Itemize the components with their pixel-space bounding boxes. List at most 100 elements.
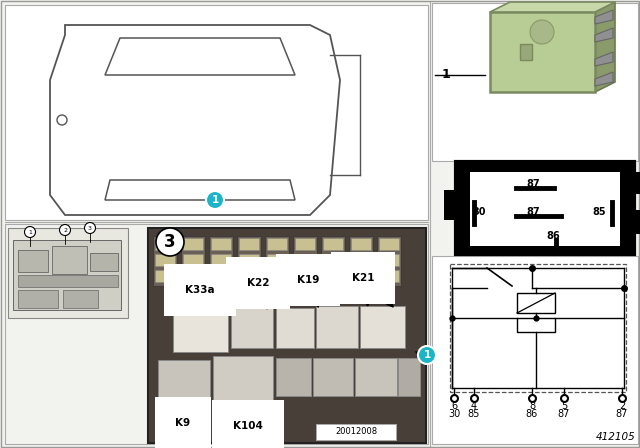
- Bar: [450, 264, 626, 392]
- Text: 85: 85: [592, 207, 605, 217]
- Bar: [5, 224, 428, 444]
- Bar: [321, 236, 345, 286]
- Text: 1: 1: [424, 350, 431, 360]
- Polygon shape: [595, 28, 613, 42]
- Text: 1: 1: [442, 69, 451, 82]
- Bar: [155, 238, 175, 250]
- Bar: [213, 356, 273, 412]
- Bar: [13, 240, 121, 310]
- Bar: [517, 318, 555, 332]
- Polygon shape: [105, 180, 295, 200]
- Circle shape: [60, 224, 70, 236]
- Polygon shape: [595, 72, 613, 86]
- Bar: [5, 5, 428, 220]
- Text: K104: K104: [233, 421, 263, 431]
- Bar: [181, 236, 205, 286]
- Text: 3: 3: [88, 225, 92, 231]
- Text: 412105: 412105: [596, 432, 636, 442]
- Bar: [379, 254, 399, 266]
- Text: 5: 5: [561, 401, 567, 411]
- Circle shape: [530, 20, 554, 44]
- Text: K33a: K33a: [185, 285, 215, 295]
- Circle shape: [57, 115, 67, 125]
- Bar: [379, 238, 399, 250]
- Bar: [265, 236, 289, 286]
- Polygon shape: [595, 2, 615, 92]
- Bar: [456, 162, 634, 254]
- Bar: [295, 254, 315, 266]
- Bar: [444, 190, 458, 220]
- Bar: [183, 254, 203, 266]
- Bar: [173, 300, 228, 352]
- Text: 6: 6: [451, 401, 457, 411]
- Bar: [470, 172, 620, 246]
- Bar: [316, 306, 358, 348]
- Bar: [355, 358, 397, 396]
- Text: 4: 4: [471, 401, 477, 411]
- Text: 8: 8: [529, 401, 535, 411]
- Bar: [295, 270, 315, 282]
- Bar: [148, 228, 426, 443]
- Bar: [158, 360, 210, 412]
- Circle shape: [206, 191, 224, 209]
- Text: 1: 1: [211, 195, 219, 205]
- Bar: [155, 270, 175, 282]
- Bar: [293, 236, 317, 286]
- Bar: [432, 3, 638, 161]
- Text: 86: 86: [546, 231, 559, 241]
- Bar: [349, 236, 373, 286]
- Bar: [276, 358, 311, 396]
- Bar: [267, 238, 287, 250]
- Text: 85: 85: [468, 409, 480, 419]
- Bar: [209, 236, 233, 286]
- Text: 86: 86: [526, 409, 538, 419]
- Bar: [211, 238, 231, 250]
- Bar: [18, 290, 58, 308]
- Bar: [398, 358, 420, 396]
- Bar: [360, 306, 405, 348]
- Bar: [432, 256, 638, 444]
- Bar: [183, 238, 203, 250]
- Polygon shape: [105, 38, 295, 75]
- Bar: [323, 254, 343, 266]
- Bar: [18, 250, 48, 272]
- Bar: [90, 253, 118, 271]
- Bar: [239, 270, 259, 282]
- Bar: [276, 308, 314, 348]
- Text: K22: K22: [247, 278, 269, 288]
- Text: 87: 87: [526, 179, 540, 189]
- Text: K9: K9: [175, 418, 191, 428]
- Bar: [8, 228, 128, 318]
- Bar: [295, 238, 315, 250]
- Text: 2: 2: [63, 228, 67, 233]
- Bar: [632, 172, 640, 194]
- Bar: [490, 12, 595, 92]
- Text: 2: 2: [619, 401, 625, 411]
- Bar: [183, 270, 203, 282]
- Text: 20012008: 20012008: [335, 427, 377, 436]
- Text: 30: 30: [448, 409, 460, 419]
- Bar: [313, 358, 353, 396]
- Bar: [239, 238, 259, 250]
- Text: 30: 30: [472, 207, 486, 217]
- Text: 3: 3: [164, 233, 176, 251]
- Bar: [155, 254, 175, 266]
- Circle shape: [418, 346, 436, 364]
- Bar: [517, 293, 555, 313]
- Bar: [323, 238, 343, 250]
- Text: 87: 87: [526, 207, 540, 217]
- Bar: [237, 236, 261, 286]
- Bar: [267, 254, 287, 266]
- Bar: [379, 270, 399, 282]
- Polygon shape: [595, 10, 613, 24]
- Bar: [211, 254, 231, 266]
- Circle shape: [24, 227, 35, 237]
- Bar: [153, 236, 177, 286]
- Text: K19: K19: [297, 275, 319, 285]
- Bar: [18, 275, 118, 287]
- Text: 1: 1: [28, 229, 32, 234]
- Bar: [323, 270, 343, 282]
- Bar: [316, 424, 396, 440]
- Bar: [351, 254, 371, 266]
- Bar: [52, 246, 87, 274]
